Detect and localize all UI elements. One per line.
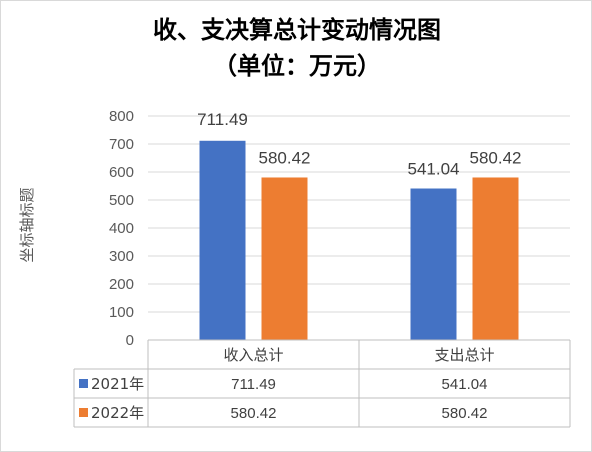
data-label: 541.04 (408, 160, 460, 179)
y-tick-label: 600 (109, 164, 134, 181)
chart-subtitle: （单位：万元） (213, 51, 381, 80)
table-cell: 580.42 (442, 405, 488, 422)
bar (261, 177, 308, 340)
legend-label: 2021年 (91, 375, 144, 393)
bar (472, 177, 519, 340)
y-tick-label: 500 (109, 192, 134, 209)
legend-label: 2022年 (91, 404, 144, 422)
y-tick-label: 700 (109, 136, 134, 153)
y-tick-label: 400 (109, 220, 134, 237)
y-tick-label: 200 (109, 276, 134, 293)
y-tick-label: 800 (109, 108, 134, 125)
category-label: 支出总计 (434, 346, 494, 364)
data-label: 580.42 (470, 148, 522, 167)
data-label: 711.49 (197, 110, 248, 129)
bar (199, 140, 246, 340)
y-tick-label: 0 (126, 332, 134, 349)
category-label: 收入总计 (223, 346, 283, 364)
table-cell: 541.04 (442, 376, 488, 393)
chart-title: 收、支决算总计变动情况图 (153, 15, 441, 44)
legend-swatch (79, 408, 88, 417)
y-tick-label: 100 (109, 304, 134, 321)
data-label: 580.42 (259, 148, 311, 167)
y-tick-label: 300 (109, 248, 134, 265)
legend-swatch (79, 379, 88, 388)
table-cell: 711.49 (231, 376, 276, 393)
bar (410, 188, 457, 340)
table-cell: 580.42 (231, 405, 277, 422)
